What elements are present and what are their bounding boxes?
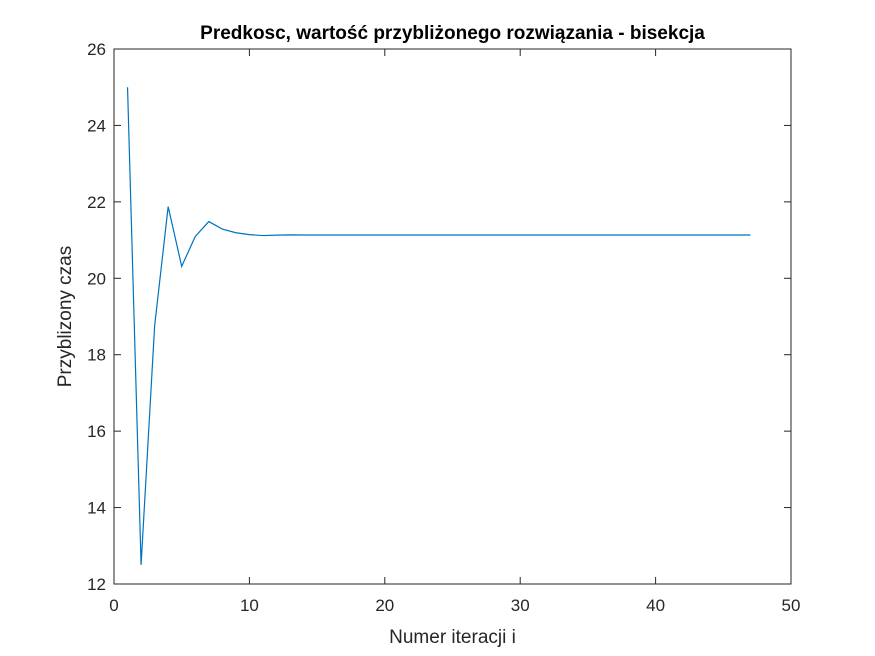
- y-tick-label: 12: [87, 575, 106, 594]
- x-tick-label: 20: [375, 596, 394, 615]
- y-tick-label: 18: [87, 346, 106, 365]
- x-tick-label: 10: [240, 596, 259, 615]
- y-tick-label: 16: [87, 422, 106, 441]
- series-line: [126, 87, 751, 565]
- chart-title: Predkosc, wartość przybliżonego rozwiąza…: [200, 23, 705, 44]
- y-axis-ticks: 12 14 16 18 20 22 24 26: [87, 40, 791, 594]
- x-tick-label: 40: [646, 596, 665, 615]
- x-tick-label: 30: [511, 596, 530, 615]
- y-tick-label: 14: [87, 499, 106, 518]
- y-axis-label: Przyblizony czas: [55, 246, 76, 388]
- plot-area: [114, 49, 791, 584]
- y-tick-label: 20: [87, 269, 106, 288]
- y-tick-label: 26: [87, 40, 106, 59]
- x-axis-label: Numer iteracji i: [389, 627, 516, 648]
- plot-frame: [113, 48, 792, 585]
- x-axis-ticks: 0 10 20 30 40 50: [109, 49, 800, 615]
- x-tick-label: 0: [109, 596, 118, 615]
- y-tick-label: 22: [87, 193, 106, 212]
- y-tick-label: 24: [87, 116, 106, 135]
- x-tick-label: 50: [782, 596, 801, 615]
